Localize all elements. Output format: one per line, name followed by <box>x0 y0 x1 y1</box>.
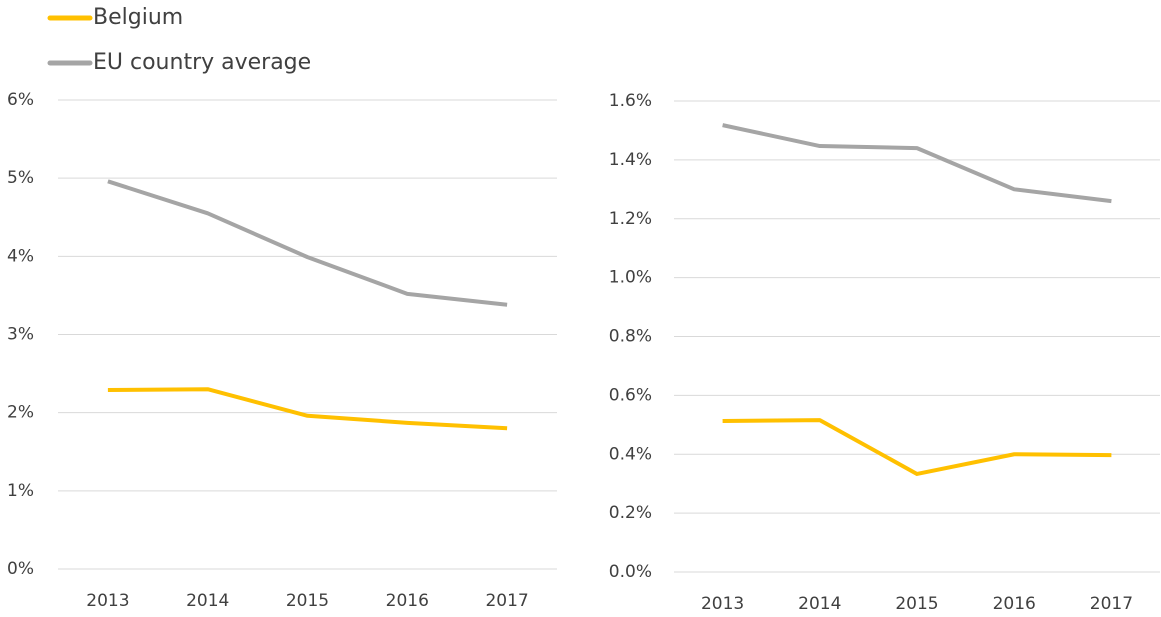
data-line <box>722 123 1112 204</box>
legend-label: EU country average <box>93 50 311 75</box>
y-tick-label: 1.2% <box>609 209 652 229</box>
legend-label: Belgium <box>93 5 183 30</box>
y-tick-label: 1% <box>7 481 34 501</box>
y-tick-label: 0.0% <box>609 562 652 582</box>
data-line <box>722 418 1112 476</box>
y-tick-label: 1.0% <box>609 268 652 288</box>
x-tick-label: 2014 <box>798 594 841 614</box>
y-tick-label: 1.4% <box>609 150 652 170</box>
y-tick-label: 4% <box>7 246 34 266</box>
y-tick-label: 0.6% <box>609 385 652 405</box>
y-tick-label: 3% <box>7 325 34 345</box>
x-tick-label: 2017 <box>485 591 528 611</box>
y-tick-label: 0.2% <box>609 503 652 523</box>
x-tick-label: 2016 <box>386 591 429 611</box>
y-tick-label: 2% <box>7 403 34 423</box>
y-tick-label: 0.4% <box>609 444 652 464</box>
y-tick-label: 0% <box>7 559 34 579</box>
x-tick-label: 2016 <box>993 594 1036 614</box>
y-tick-label: 5% <box>7 168 34 188</box>
x-tick-label: 2015 <box>286 591 329 611</box>
x-tick-label: 2014 <box>186 591 229 611</box>
x-tick-label: 2017 <box>1090 594 1133 614</box>
y-tick-label: 1.6% <box>609 91 652 111</box>
y-tick-label: 6% <box>7 90 34 110</box>
data-line <box>107 179 508 307</box>
x-tick-label: 2013 <box>86 591 129 611</box>
y-tick-label: 0.8% <box>609 327 652 347</box>
x-tick-label: 2013 <box>701 594 744 614</box>
data-line <box>107 387 508 431</box>
x-tick-label: 2015 <box>895 594 938 614</box>
